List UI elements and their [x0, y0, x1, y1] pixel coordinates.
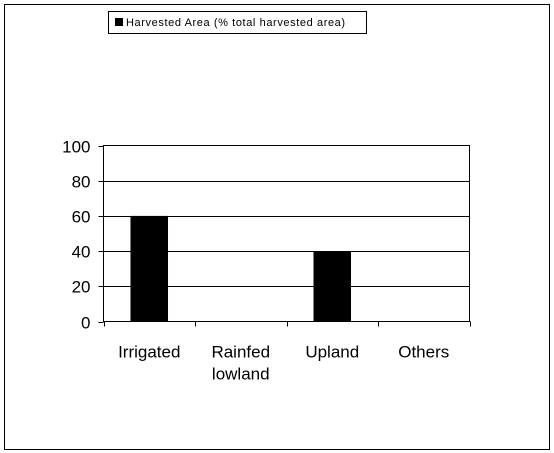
- x-tick-label: Rainfed lowland: [211, 343, 270, 384]
- y-axis-ticks: 0 20 40 60 80 100: [62, 138, 104, 333]
- y-tick-label: 20: [72, 278, 91, 297]
- legend-box: [108, 11, 367, 34]
- y-tick-label: 100: [62, 138, 90, 157]
- x-tick-label: Others: [398, 343, 449, 362]
- y-tick-label: 0: [81, 314, 90, 333]
- bar: [313, 251, 352, 322]
- legend: Harvested Area (% total harvested area): [108, 11, 367, 34]
- x-axis-ticks: Irrigated Rainfed lowland Upland Others: [104, 321, 471, 384]
- axes: [103, 145, 470, 322]
- bar: [130, 215, 169, 322]
- x-tick-label: Irrigated: [118, 343, 180, 362]
- y-tick-label: 40: [72, 243, 91, 262]
- y-tick-label: 80: [72, 173, 91, 192]
- legend-swatch: [115, 18, 123, 26]
- x-tick-label: Upland: [305, 343, 359, 362]
- bars: [130, 215, 352, 322]
- legend-label: Harvested Area (% total harvested area): [126, 17, 346, 29]
- y-tick-label: 60: [72, 208, 91, 227]
